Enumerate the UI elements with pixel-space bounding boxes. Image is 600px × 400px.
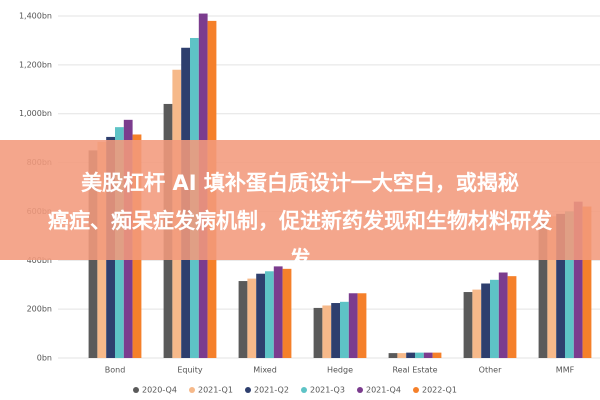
bar [415,352,424,358]
banner [0,140,600,260]
x-tick-label: Hedge [327,366,353,375]
bar [238,281,248,358]
bar [481,283,490,358]
x-tick-label: Equity [177,366,203,375]
bar [565,211,574,358]
bar [357,293,367,358]
legend-marker [413,387,419,393]
bar [256,273,265,358]
bar [273,266,283,358]
legend-marker [301,387,307,393]
y-tick-label: 1,200bn [19,60,52,69]
bar [507,276,517,358]
bar [282,268,292,358]
x-tick-label: Real Estate [392,366,437,375]
bar [472,289,482,358]
bar [406,352,415,358]
y-tick-label: 400bn [27,256,52,265]
x-tick-label: Other [479,366,502,375]
bar [498,272,508,358]
bar [397,353,407,358]
bar [556,213,565,358]
bar [573,201,583,358]
bar [331,303,340,358]
legend-label: 2021-Q1 [198,386,233,395]
y-tick-label: 1,400bn [19,12,52,21]
legend-label: 2021-Q4 [366,386,401,395]
banner-text: 癌症、痴呆症发病机制，促进新药发现和生物材料研发 [48,209,553,233]
bar [423,352,433,358]
bar [247,278,257,358]
bar [348,293,358,358]
legend-marker [245,387,251,393]
y-tick-label: 1,000bn [19,109,52,118]
bar [340,301,349,358]
bar [313,307,323,358]
legend-label: 2022-Q1 [422,386,457,395]
bar [547,216,557,358]
bar [582,206,592,358]
x-tick-label: Bond [105,366,126,375]
x-tick-label: Mixed [253,366,277,375]
x-tick-label: MMF [556,366,575,375]
legend-label: 2020-Q4 [142,386,177,395]
legend-marker [357,387,363,393]
bar [322,305,332,358]
y-tick-label: 0bn [37,354,52,363]
bar [265,271,274,358]
y-tick-label: 200bn [27,305,52,314]
bar [388,353,398,358]
legend-label: 2021-Q3 [310,386,345,395]
bar [432,352,442,358]
banner-text: 发 [289,247,312,271]
legend-marker [133,387,139,393]
banner-text: 美股杠杆 AI 填补蛋白质设计一大空白，或揭秘 [81,171,519,195]
bar [538,221,548,358]
legend-marker [189,387,195,393]
bar [490,279,499,358]
legend-label: 2021-Q2 [254,386,289,395]
bar [463,292,473,358]
